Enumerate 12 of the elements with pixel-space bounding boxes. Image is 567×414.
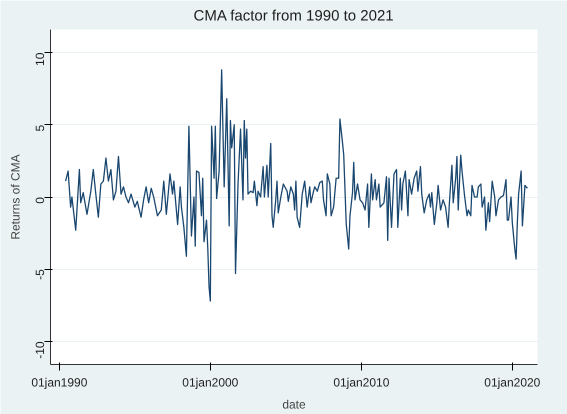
y-tick-label: -10 [33,341,47,359]
x-tick-label: 01jan2020 [484,376,541,390]
y-tick-label: 10 [33,52,47,66]
chart-title: CMA factor from 1990 to 2021 [194,8,394,24]
x-axis-title: date [282,398,306,412]
y-axis-title: Returns of CMA [8,154,22,240]
y-tick-label: 0 [33,196,47,204]
x-tick-label: 01jan2000 [182,376,239,390]
x-tick-label: 01jan1990 [31,376,88,390]
y-tick-label: 5 [33,124,47,132]
x-tick-label: 01jan2010 [333,376,390,390]
y-tick-label: -5 [33,268,47,280]
